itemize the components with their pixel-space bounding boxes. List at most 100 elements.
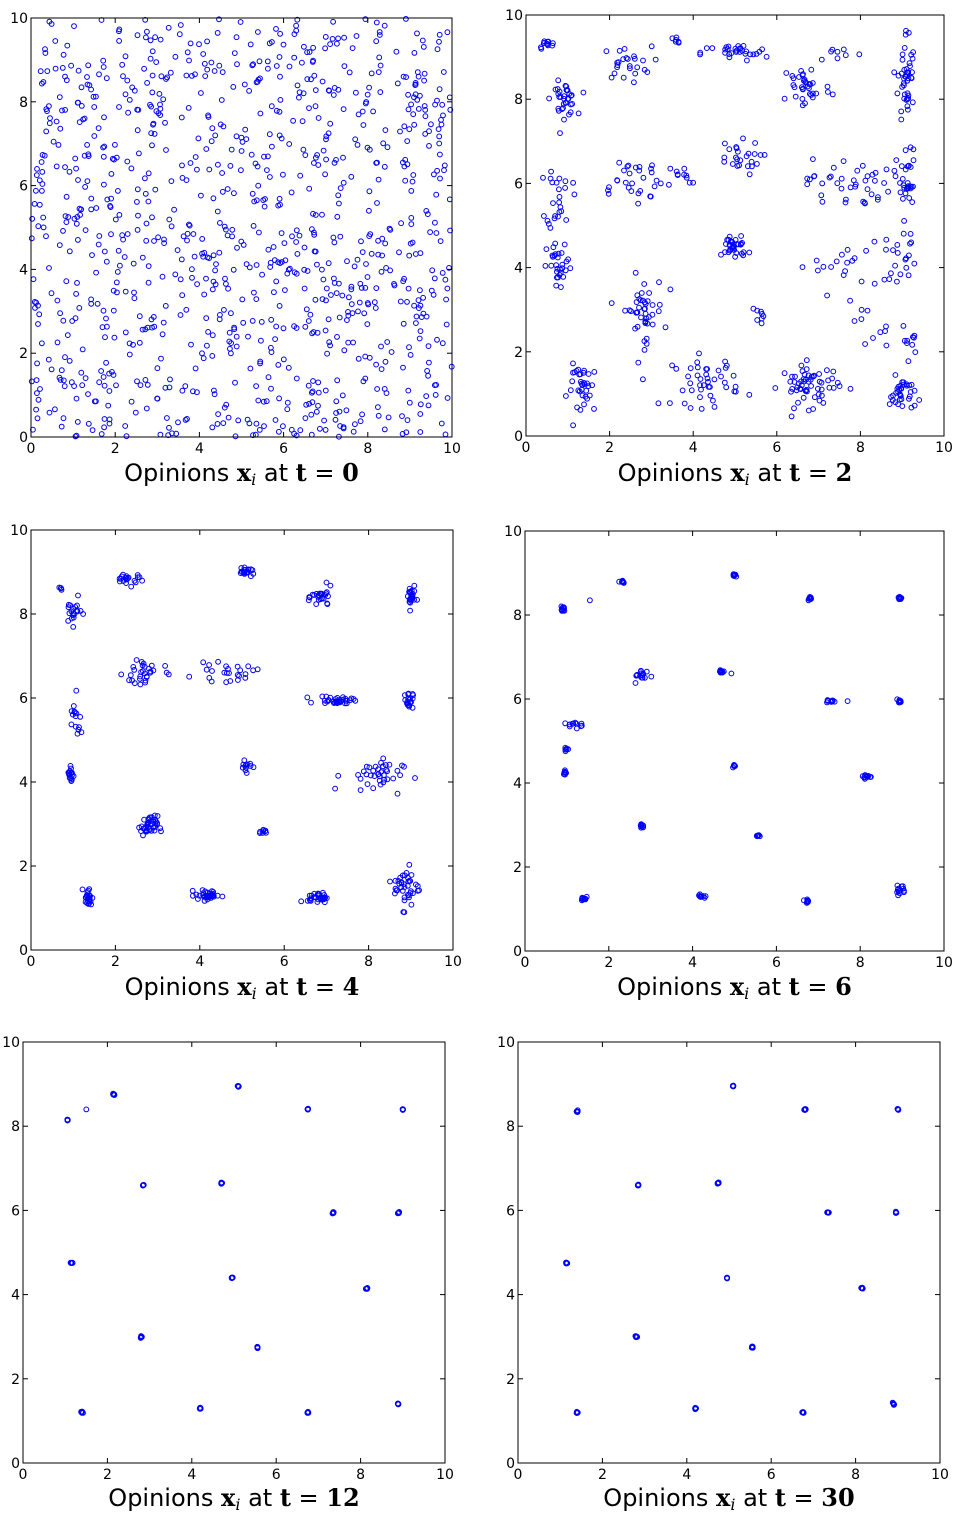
data-point <box>293 325 300 331</box>
data-point <box>909 341 916 348</box>
data-point <box>131 667 138 673</box>
data-point <box>135 107 142 113</box>
data-point <box>71 23 77 30</box>
data-point <box>190 388 196 395</box>
data-point <box>910 334 916 340</box>
x-tick-label: 10 <box>931 1467 949 1483</box>
data-point <box>731 572 738 579</box>
data-point <box>232 433 239 440</box>
data-point <box>88 901 94 908</box>
data-point <box>63 278 70 285</box>
data-point <box>783 70 790 76</box>
data-point <box>350 696 357 702</box>
data-point <box>186 57 192 64</box>
data-point <box>285 266 292 273</box>
data-point <box>205 114 212 120</box>
data-point <box>807 91 813 97</box>
data-point <box>280 423 286 430</box>
data-point <box>407 589 414 596</box>
data-point <box>404 299 410 305</box>
caption-part: = <box>799 973 836 1001</box>
data-point <box>421 103 428 109</box>
data-point <box>375 404 381 411</box>
data-point <box>366 207 372 214</box>
data-point <box>378 366 385 373</box>
data-point <box>371 299 378 306</box>
data-point <box>734 156 740 163</box>
data-point <box>402 872 408 879</box>
data-point <box>911 334 917 341</box>
data-point <box>437 175 443 182</box>
data-point <box>577 371 584 378</box>
data-point <box>136 339 143 346</box>
data-point <box>311 248 318 255</box>
data-point <box>890 247 896 254</box>
data-point <box>192 365 199 372</box>
data-point <box>364 781 371 787</box>
data-point <box>205 329 212 335</box>
data-point <box>177 276 184 283</box>
data-point <box>145 279 152 286</box>
data-point <box>52 406 58 413</box>
data-point <box>579 392 586 399</box>
data-point <box>688 387 695 394</box>
data-point <box>798 68 804 74</box>
data-point <box>411 302 418 309</box>
data-point <box>287 265 293 272</box>
data-point <box>831 698 838 705</box>
data-point <box>577 407 584 413</box>
data-point <box>830 164 837 171</box>
data-point <box>148 662 155 669</box>
data-point <box>323 136 329 143</box>
caption-part: at <box>749 459 790 487</box>
data-point <box>228 350 234 357</box>
data-point <box>161 236 167 243</box>
x-tick-label: 2 <box>604 955 613 971</box>
data-point <box>548 168 554 175</box>
data-point <box>132 579 139 586</box>
data-point <box>203 146 210 152</box>
data-point <box>79 886 86 893</box>
data-point <box>192 71 198 78</box>
data-point <box>66 248 73 255</box>
y-tick-label: 4 <box>19 775 28 791</box>
data-point <box>432 382 438 389</box>
data-point <box>901 91 908 98</box>
data-point <box>309 399 316 406</box>
data-point <box>746 171 753 178</box>
data-point <box>406 126 413 133</box>
caption-part: t <box>789 458 801 487</box>
data-point <box>413 881 419 888</box>
data-point <box>641 281 648 287</box>
data-point <box>230 84 237 90</box>
data-point <box>580 369 587 376</box>
data-point <box>237 19 244 25</box>
data-point <box>48 21 55 27</box>
caption-part: at <box>256 973 297 1001</box>
data-point <box>749 1343 756 1350</box>
data-point <box>84 142 90 148</box>
data-point <box>807 176 813 183</box>
data-point <box>803 357 810 364</box>
caption-part: i <box>744 984 750 1003</box>
data-point <box>909 199 916 206</box>
data-point <box>824 367 830 374</box>
data-point <box>72 315 79 322</box>
data-point <box>912 349 919 356</box>
caption-part: 6 <box>835 972 852 1001</box>
data-point <box>252 160 259 167</box>
data-point <box>346 294 352 301</box>
caption-part: i <box>251 470 257 489</box>
data-point <box>305 318 312 324</box>
data-point <box>73 432 80 439</box>
data-point <box>141 65 148 72</box>
data-point <box>301 285 308 292</box>
data-point <box>639 822 646 829</box>
data-point <box>629 180 635 187</box>
data-point <box>57 125 64 132</box>
data-point <box>290 117 297 124</box>
data-point <box>634 64 641 71</box>
data-point <box>399 1106 406 1113</box>
data-point <box>631 53 637 60</box>
data-point <box>582 895 589 902</box>
